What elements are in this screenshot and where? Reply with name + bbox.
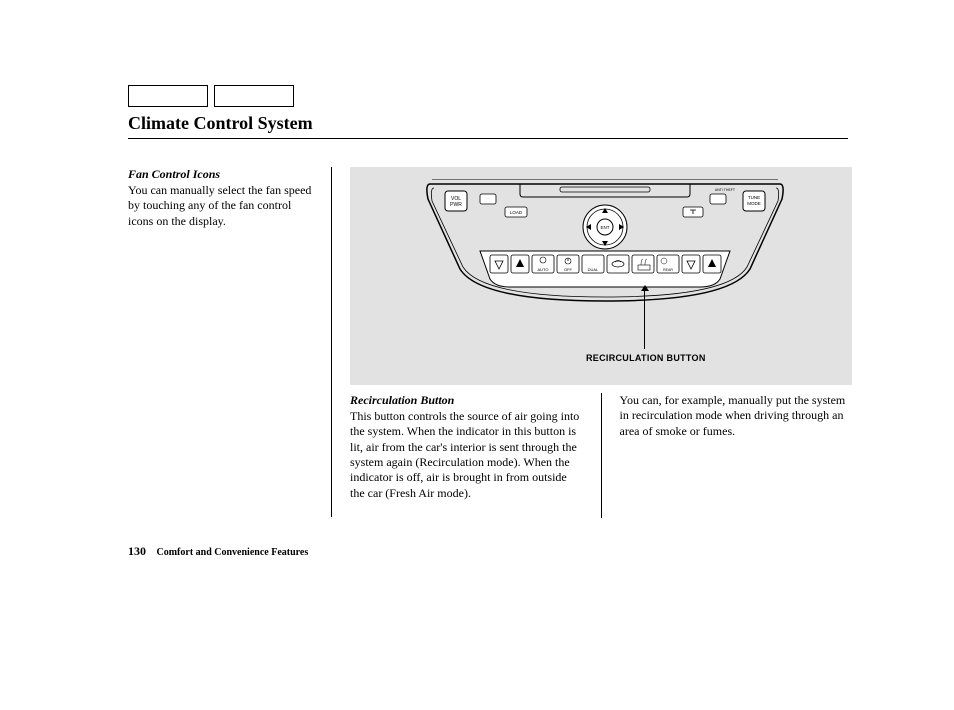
recirc-body: This button controls the source of air g…	[350, 409, 583, 501]
svg-text:ANTI THEFT: ANTI THEFT	[715, 188, 736, 192]
dashboard-figure: VOL PWR TUNE MODE LOAD ANTI THEFT ENT	[350, 167, 852, 385]
svg-text:PWR: PWR	[450, 202, 462, 208]
column-divider	[331, 167, 332, 517]
example-body: You can, for example, manually put the s…	[620, 393, 853, 439]
recirc-heading: Recirculation Button	[350, 393, 583, 408]
svg-text:ENT: ENT	[601, 225, 610, 230]
chapter-name: Comfort and Convenience Features	[157, 547, 309, 558]
fan-icons-body: You can manually select the fan speed by…	[128, 183, 313, 229]
svg-text:MODE: MODE	[747, 201, 761, 206]
header-box-2	[214, 85, 294, 107]
svg-text:DUAL: DUAL	[588, 267, 599, 272]
dashboard-panel-svg: VOL PWR TUNE MODE LOAD ANTI THEFT ENT	[420, 179, 790, 309]
svg-text:OFF: OFF	[564, 267, 573, 272]
pointer-line	[644, 289, 645, 349]
page-footer: 130 Comfort and Convenience Features	[128, 544, 308, 559]
figure-label: RECIRCULATION BUTTON	[586, 353, 706, 363]
header-box-1	[128, 85, 208, 107]
fan-icons-heading: Fan Control Icons	[128, 167, 313, 182]
svg-text:REAR: REAR	[663, 268, 673, 272]
page-title: Climate Control System	[128, 113, 848, 139]
mid-column-divider	[601, 393, 602, 518]
svg-text:AUTO: AUTO	[537, 267, 548, 272]
svg-text:TUNE: TUNE	[748, 195, 760, 200]
page-number: 130	[128, 544, 146, 558]
svg-text:LOAD: LOAD	[510, 210, 523, 215]
header-boxes	[128, 85, 848, 107]
